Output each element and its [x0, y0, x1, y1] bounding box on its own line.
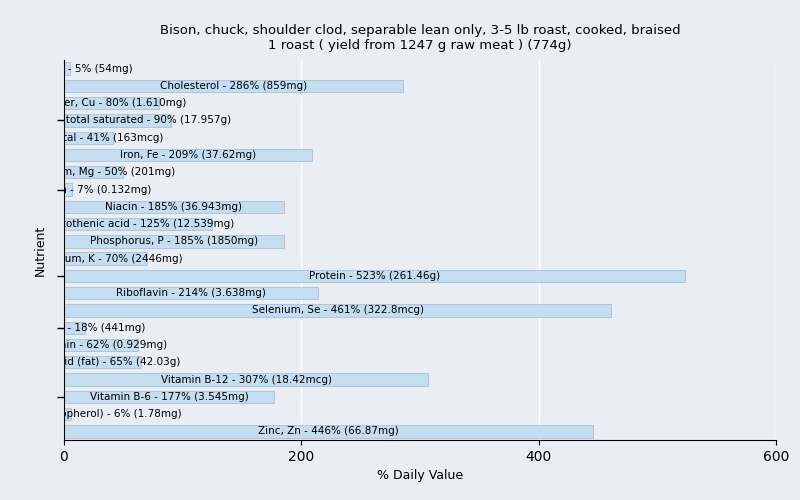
- Bar: [64, 304, 611, 316]
- Bar: [64, 270, 685, 282]
- Text: Niacin - 185% (36.943mg): Niacin - 185% (36.943mg): [106, 202, 242, 212]
- Bar: [64, 408, 71, 420]
- Text: Phosphorus, P - 185% (1850mg): Phosphorus, P - 185% (1850mg): [90, 236, 258, 246]
- Text: Potassium, K - 70% (2446mg): Potassium, K - 70% (2446mg): [28, 254, 183, 264]
- Text: Thiamin - 62% (0.929mg): Thiamin - 62% (0.929mg): [34, 340, 167, 350]
- Text: Calcium, Ca - 5% (54mg): Calcium, Ca - 5% (54mg): [2, 64, 132, 74]
- Bar: [64, 252, 147, 265]
- Bar: [64, 374, 428, 386]
- Text: Vitamin E (alpha-tocopherol) - 6% (1.78mg): Vitamin E (alpha-tocopherol) - 6% (1.78m…: [0, 409, 182, 419]
- Text: Fatty acids, total saturated - 90% (17.957g): Fatty acids, total saturated - 90% (17.9…: [3, 116, 231, 126]
- Text: Zinc, Zn - 446% (66.87mg): Zinc, Zn - 446% (66.87mg): [258, 426, 399, 436]
- Text: Vitamin B-12 - 307% (18.42mcg): Vitamin B-12 - 307% (18.42mcg): [161, 374, 332, 384]
- Bar: [64, 200, 283, 213]
- Bar: [64, 166, 123, 178]
- Bar: [64, 287, 318, 300]
- Bar: [64, 218, 212, 230]
- Text: Protein - 523% (261.46g): Protein - 523% (261.46g): [309, 271, 440, 281]
- Text: Riboflavin - 214% (3.638mg): Riboflavin - 214% (3.638mg): [116, 288, 266, 298]
- Title: Bison, chuck, shoulder clod, separable lean only, 3-5 lb roast, cooked, braised
: Bison, chuck, shoulder clod, separable l…: [160, 24, 680, 52]
- Bar: [64, 80, 403, 92]
- Y-axis label: Nutrient: Nutrient: [34, 224, 46, 276]
- Text: Copper, Cu - 80% (1.610mg): Copper, Cu - 80% (1.610mg): [37, 98, 186, 108]
- Text: Manganese, Mn - 7% (0.132mg): Manganese, Mn - 7% (0.132mg): [0, 184, 151, 194]
- Bar: [64, 390, 274, 403]
- Bar: [64, 425, 594, 438]
- Text: Iron, Fe - 209% (37.62mg): Iron, Fe - 209% (37.62mg): [120, 150, 256, 160]
- Bar: [64, 114, 171, 126]
- Text: Folate, total - 41% (163mcg): Folate, total - 41% (163mcg): [14, 132, 163, 142]
- Bar: [64, 149, 312, 161]
- X-axis label: % Daily Value: % Daily Value: [377, 470, 463, 482]
- Bar: [64, 62, 70, 75]
- Text: Magnesium, Mg - 50% (201mg): Magnesium, Mg - 50% (201mg): [12, 168, 175, 177]
- Text: Cholesterol - 286% (859mg): Cholesterol - 286% (859mg): [160, 81, 307, 91]
- Bar: [64, 132, 113, 144]
- Text: Selenium, Se - 461% (322.8mcg): Selenium, Se - 461% (322.8mcg): [251, 306, 423, 316]
- Text: Sodium, Na - 18% (441mg): Sodium, Na - 18% (441mg): [4, 322, 146, 332]
- Text: Total lipid (fat) - 65% (42.03g): Total lipid (fat) - 65% (42.03g): [24, 358, 181, 368]
- Bar: [64, 356, 141, 368]
- Text: Pantothenic acid - 125% (12.539mg): Pantothenic acid - 125% (12.539mg): [42, 219, 234, 229]
- Bar: [64, 97, 159, 110]
- Bar: [64, 184, 72, 196]
- Bar: [64, 322, 86, 334]
- Bar: [64, 235, 283, 248]
- Text: Vitamin B-6 - 177% (3.545mg): Vitamin B-6 - 177% (3.545mg): [90, 392, 248, 402]
- Bar: [64, 339, 138, 351]
